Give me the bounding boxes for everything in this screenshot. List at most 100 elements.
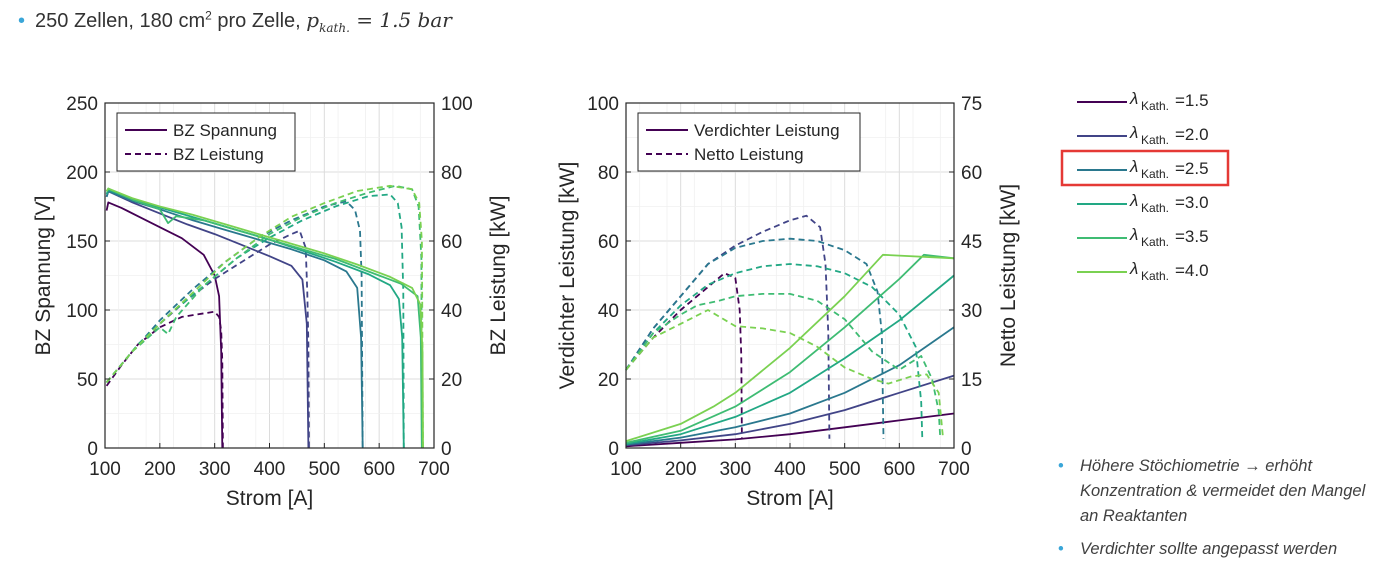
y-left-axis-label: Verdichter Leistung [kW] [556,162,579,390]
header-math-rest: = 1.5 bar [349,8,452,32]
series-line-voltage [105,201,224,449]
series-line-voltage [105,187,423,449]
series-legend-subscript: Kath. [1141,99,1169,113]
note-text: Verdichter sollte angepasst werden [1080,540,1338,558]
y-left-tick-label: 50 [77,370,98,391]
series-legend-lambda: λ [1129,157,1138,176]
series-legend-subscript: Kath. [1141,235,1169,249]
x-tick-label: 200 [665,459,697,480]
series-legend-lambda: λ [1129,225,1138,244]
y-left-tick-label: 100 [66,301,98,322]
x-axis-label: Strom [A] [226,487,314,510]
series-line-power [105,184,423,449]
y-left-tick-label: 80 [598,163,619,184]
x-tick-label: 600 [363,459,395,480]
header-sup: 2 [205,8,212,23]
header-text2: pro Zelle, [211,10,307,32]
y-right-tick-label: 20 [441,370,462,391]
x-tick-label: 100 [89,459,121,480]
header-text: 250 Zellen, 180 cm [35,10,206,32]
y-right-axis-label: BZ Leistung [kW] [487,196,510,356]
series-line-net [625,237,885,439]
x-tick-label: 400 [254,459,286,480]
note-bullet: • [1058,457,1064,475]
x-tick-label: 700 [418,459,450,480]
y-left-tick-label: 0 [87,439,98,460]
legend-label-dashed: BZ Leistung [173,145,264,164]
series-line-net [625,214,831,439]
series-line-power [105,229,310,449]
chart-legend-box [116,112,296,172]
header-line: • 250 Zellen, 180 cm2 pro Zelle, pkath. =… [18,8,452,35]
series-line-net [625,293,942,439]
header-math-p: p [306,8,320,32]
note-item: • Verdichter sollte angepasst werden [1058,537,1376,562]
header-bullet: • [18,10,26,32]
series-line-net [625,272,743,439]
notes-list: • Höhere Stöchiometrie → erhöht Konzentra… [1058,454,1376,570]
x-tick-label: 200 [144,459,176,480]
y-left-tick-label: 40 [598,301,619,322]
series-line-compressor [625,412,955,448]
y-left-tick-label: 200 [66,163,98,184]
y-right-tick-label: 80 [441,163,462,184]
legend-label-dashed: Netto Leistung [694,145,804,164]
x-tick-label: 600 [883,459,915,480]
y-left-tick-label: 100 [587,94,619,115]
series-legend-value: =3.0 [1175,193,1209,212]
series-line-power [105,200,364,449]
y-right-axis-label: Netto Leistung [kW] [997,184,1020,367]
y-right-tick-label: 40 [441,301,462,322]
series-legend-lambda: λ [1129,89,1138,108]
y-left-tick-label: 150 [66,232,98,253]
series-legend-value: =4.0 [1175,261,1209,280]
series-legend-value: =1.5 [1175,91,1209,110]
series-line-compressor [625,253,955,444]
series-legend-value: =3.5 [1175,227,1209,246]
y-left-tick-label: 250 [66,94,98,115]
x-axis-label: Strom [A] [746,487,834,510]
y-left-axis-label: BZ Spannung [V] [32,196,55,356]
legend-label-solid: Verdichter Leistung [694,121,840,140]
series-legend-subscript: Kath. [1141,269,1169,283]
y-right-tick-label: 60 [441,232,462,253]
x-tick-label: 500 [308,459,340,480]
header-math-sub: kath. [319,21,350,35]
y-left-tick-label: 0 [608,439,619,460]
note-bullet: • [1058,540,1064,558]
series-legend-lambda: λ [1129,123,1138,142]
x-tick-label: 300 [199,459,231,480]
x-tick-label: 300 [719,459,751,480]
highlight-box [1060,149,1230,187]
series-legend-lambda: λ [1129,259,1138,278]
x-tick-label: 500 [829,459,861,480]
y-right-tick-label: 0 [441,439,452,460]
chart-legend-box [637,112,861,172]
note-text: Höhere Stöchiometrie → erhöht Konzentrat… [1080,457,1366,525]
series-legend-subscript: Kath. [1141,167,1169,181]
y-right-tick-label: 45 [961,232,982,253]
series-legend-value: =2.0 [1175,125,1209,144]
series-line-voltage [105,190,310,449]
x-tick-label: 400 [774,459,806,480]
x-tick-label: 100 [610,459,642,480]
y-left-tick-label: 20 [598,370,619,391]
series-line-compressor [625,374,955,447]
y-right-tick-label: 75 [961,94,982,115]
series-legend-value: =2.5 [1175,159,1209,178]
y-right-tick-label: 0 [961,439,972,460]
series-line-voltage [105,187,424,449]
y-left-tick-label: 60 [598,232,619,253]
series-legend-subscript: Kath. [1141,201,1169,215]
x-tick-label: 700 [938,459,970,480]
y-right-tick-label: 100 [441,94,473,115]
y-right-tick-label: 30 [961,301,982,322]
series-line-compressor [625,274,955,445]
series-legend-lambda: λ [1129,191,1138,210]
series-legend-subscript: Kath. [1141,133,1169,147]
series-line-compressor [625,326,955,446]
legend-label-solid: BZ Spannung [173,121,277,140]
y-right-tick-label: 15 [961,370,982,391]
series-line-net [625,263,924,439]
